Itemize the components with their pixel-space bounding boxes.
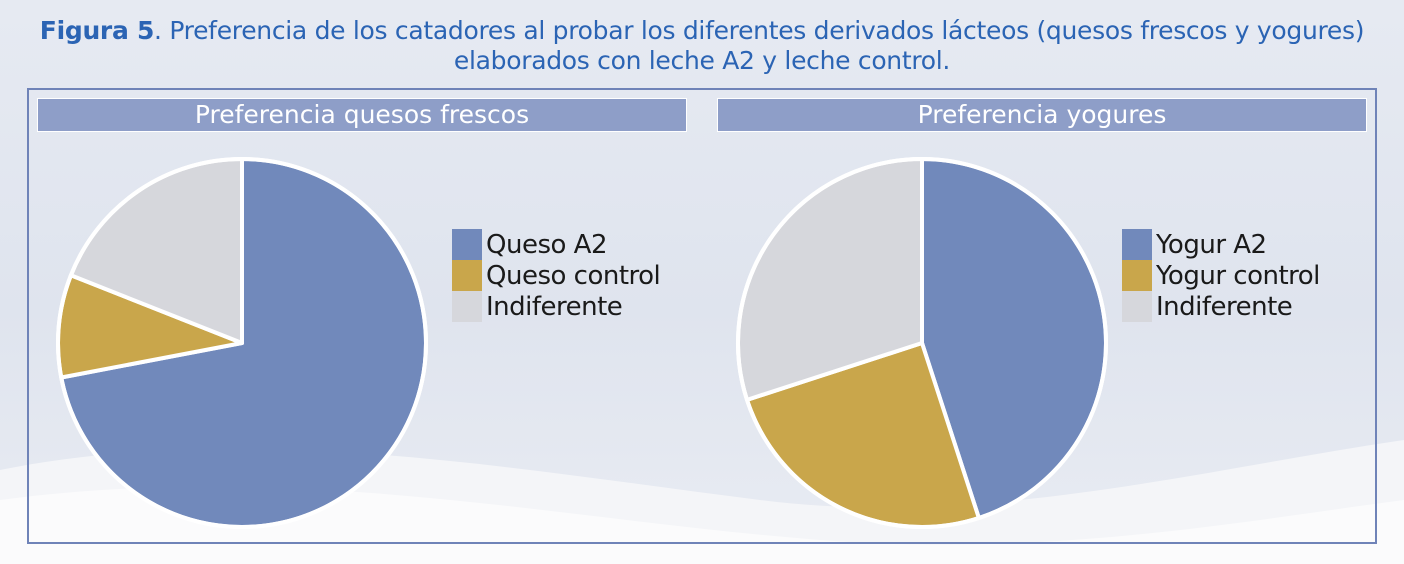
legend-item-control: Yogur control <box>1122 260 1320 291</box>
legend-label-indiferente: Indiferente <box>1156 291 1293 322</box>
pie-outline <box>736 157 1108 529</box>
legend-swatch-control <box>452 260 482 291</box>
legend-label-a2: Yogur A2 <box>1156 229 1267 260</box>
chart-title-yogures: Preferencia yogures <box>717 98 1367 132</box>
legend-item-indiferente: Indiferente <box>452 291 660 322</box>
pie-chart-yogures <box>736 157 1108 529</box>
figure-label: Figura 5 <box>39 16 155 45</box>
figure-caption-text: . Preferencia de los catadores al probar… <box>154 16 1365 75</box>
legend-quesos: Queso A2 Queso control Indiferente <box>452 229 661 322</box>
legend-item-control: Queso control <box>452 260 661 291</box>
legend-label-control: Queso control <box>486 260 661 291</box>
legend-label-a2: Queso A2 <box>486 229 608 260</box>
legend-label-control: Yogur control <box>1156 260 1320 291</box>
legend-item-a2: Queso A2 <box>452 229 660 260</box>
legend-swatch-a2 <box>452 229 482 260</box>
legend-item-a2: Yogur A2 <box>1122 229 1320 260</box>
legend-swatch-control <box>1122 260 1152 291</box>
legend-item-indiferente: Indiferente <box>1122 291 1320 322</box>
pie-outline <box>56 157 428 529</box>
legend-swatch-indiferente <box>1122 291 1152 322</box>
pie-chart-quesos <box>56 157 428 529</box>
figure-caption: Figura 5. Preferencia de los catadores a… <box>20 16 1384 76</box>
figure-frame <box>27 88 1377 544</box>
legend-yogures: Yogur A2 Yogur control Indiferente <box>1122 229 1320 322</box>
legend-swatch-a2 <box>1122 229 1152 260</box>
chart-title-quesos: Preferencia quesos frescos <box>37 98 687 132</box>
legend-swatch-indiferente <box>452 291 482 322</box>
legend-label-indiferente: Indiferente <box>486 291 623 322</box>
